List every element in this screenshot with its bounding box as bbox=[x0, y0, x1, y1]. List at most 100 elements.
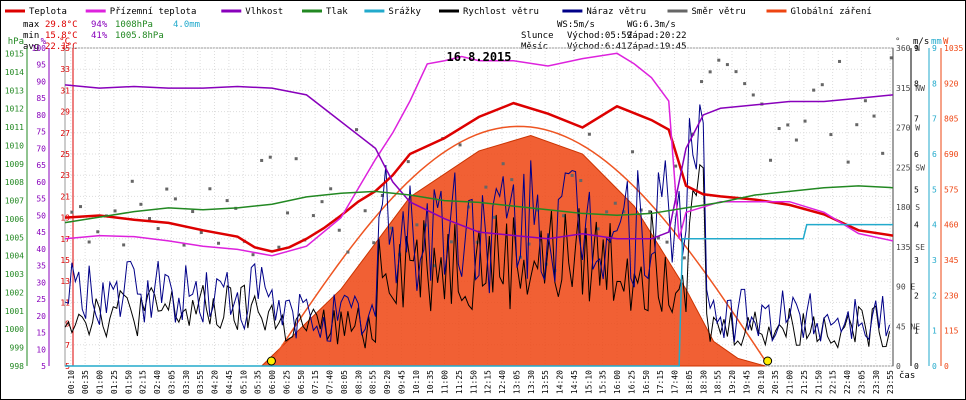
wind-direction-point bbox=[380, 194, 384, 198]
x-tick-38: 16:00 bbox=[613, 370, 622, 394]
percent-tick-7: 40 bbox=[36, 245, 46, 254]
rain-tick-0: 0 bbox=[932, 362, 937, 371]
wind-direction-point bbox=[665, 240, 669, 244]
wind-direction-point bbox=[320, 200, 324, 204]
stat-min-temp: 15.8°C bbox=[45, 31, 78, 41]
rain-tick-2: 2 bbox=[932, 291, 937, 300]
wind-direction-point bbox=[191, 210, 195, 214]
hpa-tick-5: 1003 bbox=[5, 270, 24, 279]
sun-set: Západ:20:22 bbox=[627, 31, 687, 41]
x-tick-39: 16:25 bbox=[627, 370, 636, 394]
percent-tick-19: 100 bbox=[32, 44, 47, 53]
wind-ws: WS:5m/s bbox=[557, 20, 595, 30]
hpa-axis-label: hPa bbox=[8, 37, 24, 47]
celsius-tick-15: 35 bbox=[60, 44, 70, 53]
rad-tick-1: 115 bbox=[944, 327, 959, 336]
x-tick-43: 18:05 bbox=[685, 370, 694, 394]
wind-direction-point bbox=[717, 58, 721, 62]
rad-tick-9: 1035 bbox=[944, 44, 963, 53]
wind-direction-point bbox=[277, 245, 281, 249]
wind-tick-4: 4 bbox=[914, 221, 919, 230]
wind-direction-point bbox=[493, 215, 497, 219]
wind-direction-point bbox=[148, 217, 152, 221]
wind-direction-point bbox=[329, 187, 333, 191]
dir-tick-4: 180 S bbox=[896, 203, 920, 212]
x-tick-26: 11:00 bbox=[441, 370, 450, 394]
x-tick-57: 23:55 bbox=[886, 370, 895, 394]
rad-tick-5: 575 bbox=[944, 185, 959, 194]
x-tick-9: 03:55 bbox=[196, 370, 205, 394]
rad-tick-2: 230 bbox=[944, 291, 959, 300]
celsius-tick-10: 25 bbox=[60, 150, 70, 159]
wind-direction-point bbox=[165, 187, 169, 191]
x-tick-41: 17:15 bbox=[656, 370, 665, 394]
x-tick-44: 18:30 bbox=[699, 370, 708, 394]
wind-direction-point bbox=[87, 240, 91, 244]
celsius-tick-3: 11 bbox=[60, 298, 70, 307]
percent-tick-2: 15 bbox=[36, 329, 46, 338]
hpa-tick-15: 1013 bbox=[5, 86, 24, 95]
wind-direction-point bbox=[355, 128, 359, 132]
wind-tick-3: 3 bbox=[914, 256, 919, 265]
wind-direction-point bbox=[251, 253, 255, 257]
x-tick-42: 17:40 bbox=[671, 370, 680, 394]
wind-direction-point bbox=[182, 243, 186, 247]
wind-direction-point bbox=[311, 214, 315, 218]
wind-direction-point bbox=[122, 243, 126, 247]
series-line-4 bbox=[65, 223, 893, 367]
wind-direction-point bbox=[587, 132, 591, 136]
x-tick-5: 02:15 bbox=[139, 370, 148, 394]
wind-direction-point bbox=[363, 209, 367, 213]
wind-direction-point bbox=[527, 242, 531, 246]
hpa-tick-4: 1002 bbox=[5, 288, 24, 297]
wind-direction-point bbox=[596, 227, 600, 231]
dir-tick-8: 360 N bbox=[896, 44, 920, 53]
wind-direction-point bbox=[562, 214, 566, 218]
wind-direction-point bbox=[855, 123, 859, 127]
wind-direction-point bbox=[346, 250, 350, 254]
sunrise-marker bbox=[266, 356, 276, 366]
rad-tick-3: 345 bbox=[944, 256, 959, 265]
wind-axis-label: m/s bbox=[913, 37, 929, 47]
celsius-tick-12: 29 bbox=[60, 108, 70, 117]
rain-tick-5: 5 bbox=[932, 185, 937, 194]
stat-max-temp: 29.8°C bbox=[45, 20, 78, 30]
wind-direction-point bbox=[820, 83, 824, 87]
wind-direction-point bbox=[751, 93, 755, 97]
x-tick-48: 20:10 bbox=[757, 370, 766, 394]
x-tick-45: 18:55 bbox=[714, 370, 723, 394]
wind-direction-point bbox=[286, 211, 290, 215]
celsius-tick-1: 7 bbox=[65, 341, 70, 350]
rad-tick-4: 460 bbox=[944, 221, 959, 230]
rad-tick-7: 805 bbox=[944, 115, 959, 124]
wind-tick-8: 8 bbox=[914, 79, 919, 88]
stat-max-rain: 4.0mm bbox=[173, 20, 200, 30]
dir-tick-2: 90 E bbox=[896, 283, 915, 292]
wind-direction-point bbox=[501, 162, 505, 166]
legend-label-0: Teplota bbox=[29, 7, 67, 17]
stat-avg-label: avg bbox=[23, 42, 39, 52]
stat-min-label: min bbox=[23, 31, 39, 41]
x-tick-14: 06:00 bbox=[268, 370, 277, 394]
wind-direction-point bbox=[130, 179, 134, 183]
percent-tick-5: 30 bbox=[36, 278, 46, 287]
x-tick-21: 08:55 bbox=[369, 370, 378, 394]
percent-tick-4: 25 bbox=[36, 295, 46, 304]
x-tick-55: 23:05 bbox=[857, 370, 866, 394]
rain-tick-7: 7 bbox=[932, 115, 937, 124]
wind-direction-point bbox=[622, 210, 626, 214]
hpa-tick-0: 998 bbox=[10, 362, 25, 371]
series-line-3 bbox=[64, 185, 894, 224]
x-tick-12: 05:10 bbox=[239, 370, 248, 394]
wind-tick-6: 6 bbox=[914, 150, 919, 159]
x-tick-36: 15:10 bbox=[584, 370, 593, 394]
percent-tick-1: 10 bbox=[36, 345, 46, 354]
wind-direction-point bbox=[881, 151, 885, 155]
wind-direction-point bbox=[467, 205, 471, 209]
wind-direction-point bbox=[700, 80, 704, 84]
wind-direction-point bbox=[872, 114, 876, 118]
rad-tick-6: 690 bbox=[944, 150, 959, 159]
chart-title: 16.8.2015 bbox=[446, 50, 511, 64]
rain-tick-1: 1 bbox=[932, 327, 937, 336]
wind-direction-point bbox=[605, 210, 609, 214]
